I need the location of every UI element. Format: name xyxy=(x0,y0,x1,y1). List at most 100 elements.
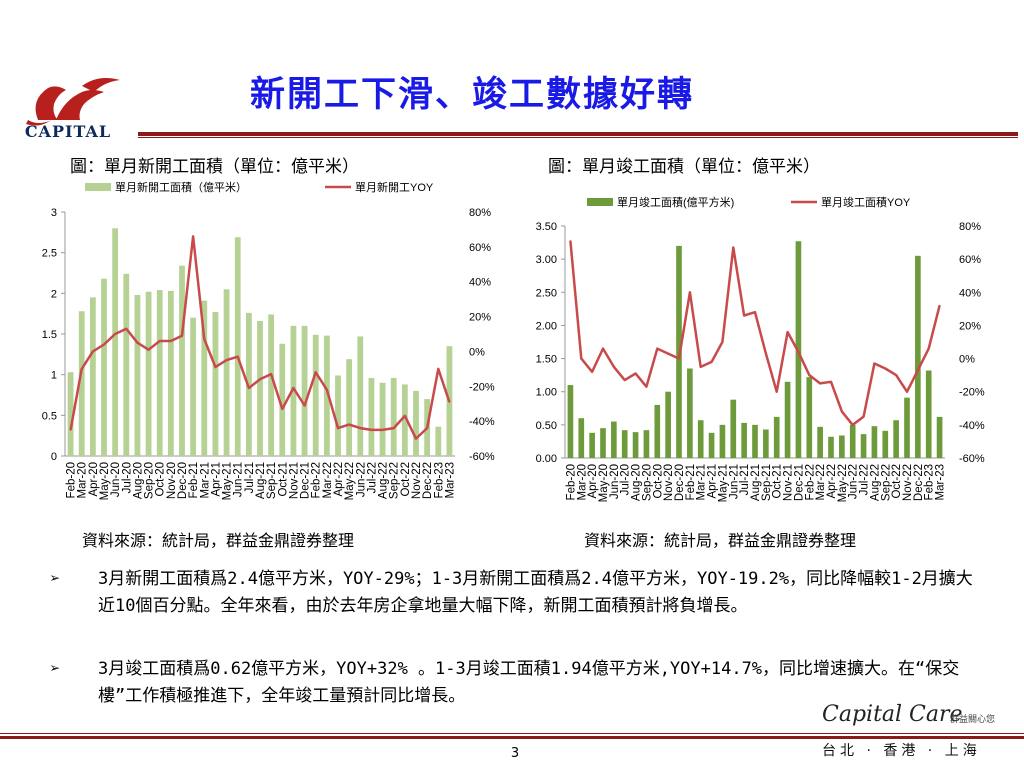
yoy-point xyxy=(203,338,206,341)
x-axis-tick-label: May-20 xyxy=(99,462,111,500)
yoy-point xyxy=(873,362,876,365)
bar xyxy=(828,436,834,458)
right-axis-tick-label: -40% xyxy=(959,420,985,432)
x-axis-tick-label: Jul-21 xyxy=(244,462,256,493)
bar xyxy=(134,294,141,456)
x-axis-tick-label: Mar-20 xyxy=(77,462,89,498)
right-axis-tick-label: 80% xyxy=(469,207,491,219)
yoy-point xyxy=(281,408,284,410)
yoy-point xyxy=(656,347,659,350)
x-axis-tick-label: Apr-22 xyxy=(333,462,345,497)
yoy-point xyxy=(895,374,897,376)
x-axis-tick-label: Sep-22 xyxy=(389,462,401,499)
x-axis-tick-label: Apr-20 xyxy=(587,464,599,499)
office-cities: 台北 · 香港 · 上海 xyxy=(822,743,981,759)
x-axis-tick-label: Aug-20 xyxy=(631,464,643,501)
x-axis-tick-label: Aug-22 xyxy=(378,462,390,499)
right-axis-tick-label: 60% xyxy=(959,254,981,266)
yoy-point xyxy=(214,366,217,368)
bar xyxy=(871,426,878,458)
yoy-point xyxy=(732,246,735,249)
x-axis-tick-label: Jun-22 xyxy=(848,464,860,499)
right-axis-tick-label: 40% xyxy=(959,287,981,299)
yoy-point xyxy=(710,361,713,363)
x-axis-tick-label: Feb-23 xyxy=(924,464,936,500)
yoy-point xyxy=(348,423,350,426)
x-axis-tick-label: Dec-21 xyxy=(793,464,805,501)
x-axis-tick-label: Apr-21 xyxy=(707,464,719,499)
yoy-point xyxy=(754,311,756,313)
yoy-point xyxy=(415,437,417,440)
bar xyxy=(643,430,650,458)
bar xyxy=(904,397,910,458)
right-axis-tick-label: -40% xyxy=(469,416,495,428)
yoy-point xyxy=(181,334,183,337)
x-axis-tick-label: Nov-22 xyxy=(902,464,914,501)
yoy-point xyxy=(699,366,702,368)
yoy-point xyxy=(927,347,930,350)
right-axis-tick-label: 40% xyxy=(469,277,491,289)
yoy-point xyxy=(602,347,604,350)
left-axis-tick-label: 0.5 xyxy=(42,410,57,422)
bar xyxy=(268,314,275,456)
yoy-point xyxy=(775,390,778,393)
yoy-point xyxy=(270,373,272,375)
x-axis-tick-label: Sep-22 xyxy=(880,464,892,501)
x-axis-tick-label: Mar-21 xyxy=(199,462,211,498)
bar xyxy=(357,336,364,456)
bar xyxy=(719,424,726,458)
bar xyxy=(379,382,386,456)
yoy-point xyxy=(906,390,908,393)
bar xyxy=(401,384,408,456)
right-axis-tick-label: -60% xyxy=(959,453,985,465)
bar xyxy=(257,320,263,456)
x-axis-tick-label: Aug-21 xyxy=(750,464,762,501)
bar xyxy=(882,430,889,458)
bar xyxy=(101,278,107,456)
x-axis-tick-label: Oct-20 xyxy=(155,462,167,497)
x-axis-tick-label: Dec-21 xyxy=(300,462,312,499)
yoy-point xyxy=(292,387,295,389)
bar xyxy=(763,429,769,458)
x-axis-tick-label: Sep-21 xyxy=(761,464,773,501)
bullet-text: 3月新開工面積爲2.4億平方米，YOY-29%；1-3月新開工面積爲2.4億平方… xyxy=(98,569,973,616)
bullet-item-new-construction: ➢ 3月新開工面積爲2.4億平方米，YOY-29%；1-3月新開工面積爲2.4億… xyxy=(50,566,980,648)
x-axis-tick-label: Oct-21 xyxy=(772,464,784,499)
yoy-point xyxy=(678,357,680,360)
x-axis-tick-label: Mar-23 xyxy=(444,462,456,498)
legend-bar-swatch xyxy=(587,198,613,206)
right-axis-tick-label: 20% xyxy=(959,320,981,332)
yoy-point xyxy=(721,341,724,343)
left-axis-tick-label: 2 xyxy=(51,288,57,300)
bar xyxy=(708,432,715,458)
yoy-point xyxy=(248,387,250,389)
bar xyxy=(346,359,353,456)
yoy-point xyxy=(359,427,362,429)
left-axis-tick-label: 0.00 xyxy=(536,453,557,465)
yoy-point xyxy=(689,291,691,294)
capital-logo-icon xyxy=(26,78,120,126)
completion-chart: 單月竣工面積(億平方米) 單月竣工面積YOY 3.50 3.00 2.50 2.00 1.5… xyxy=(536,195,985,502)
yoy-point xyxy=(862,415,865,418)
x-axis-tick-label: Nov-20 xyxy=(166,462,178,499)
bar xyxy=(860,434,867,458)
yoy-point xyxy=(314,371,317,374)
x-axis-tick-label: Mar-20 xyxy=(576,464,588,500)
yoy-point xyxy=(569,240,572,242)
yoy-point xyxy=(80,368,83,370)
left-axis-tick-label: 1.00 xyxy=(536,387,557,399)
yoy-point xyxy=(884,367,887,370)
bar xyxy=(817,426,823,458)
bar xyxy=(279,343,286,456)
bar xyxy=(368,377,375,456)
x-axis-tick-label: May-22 xyxy=(837,464,849,502)
yoy-point xyxy=(170,340,172,342)
x-axis-tick-label: Aug-21 xyxy=(255,462,267,499)
yoy-point xyxy=(337,427,339,429)
header-rule-thin xyxy=(138,137,1018,138)
x-axis-tick-label: Jul-22 xyxy=(366,462,378,493)
left-axis-tick-label: 0.50 xyxy=(536,420,557,432)
right-chart-caption: 圖：單月竣工面積（單位：億平米） xyxy=(548,157,820,177)
yoy-point xyxy=(381,429,384,431)
bar xyxy=(839,435,845,458)
